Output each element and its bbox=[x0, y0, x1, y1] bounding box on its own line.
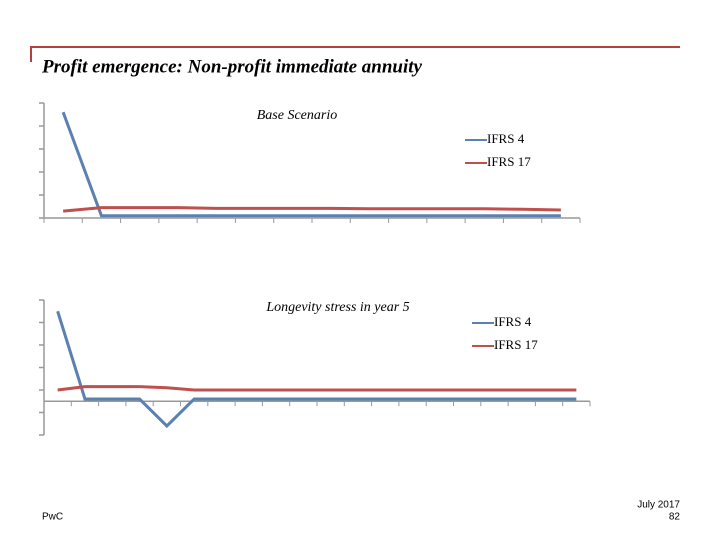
legend-label: IFRS 4 bbox=[487, 131, 525, 146]
date: July 2017 bbox=[637, 500, 680, 511]
series-line bbox=[63, 206, 561, 213]
legend-label: IFRS 17 bbox=[487, 154, 531, 169]
brand: PwC bbox=[42, 512, 63, 523]
series-line bbox=[57, 385, 577, 392]
series-line bbox=[56, 310, 577, 429]
legend-label: IFRS 4 bbox=[494, 314, 532, 329]
page-number: 82 bbox=[669, 512, 681, 523]
legend-label: IFRS 17 bbox=[494, 337, 538, 352]
chart-title: Base Scenario bbox=[257, 108, 337, 123]
series-line bbox=[61, 111, 561, 218]
slide-title: Profit emergence: Non-profit immediate a… bbox=[41, 56, 423, 77]
chart-title: Longevity stress in year 5 bbox=[265, 300, 409, 315]
